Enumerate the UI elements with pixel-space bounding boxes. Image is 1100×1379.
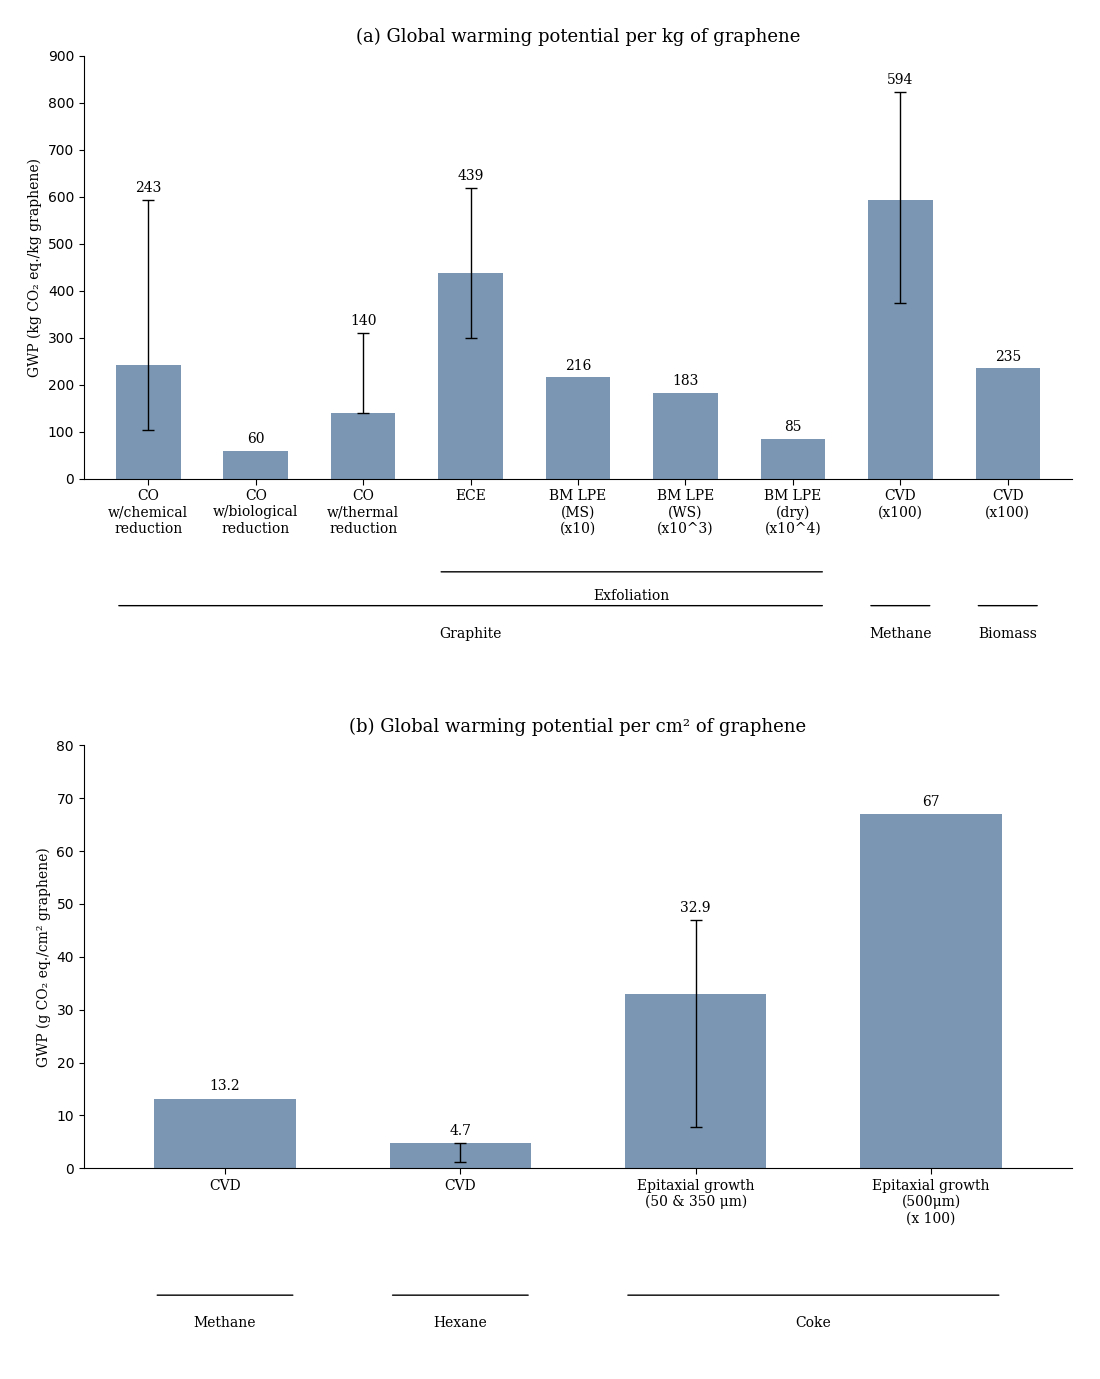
Text: 243: 243 — [135, 182, 162, 196]
Text: Methane: Methane — [194, 1317, 256, 1331]
Bar — [653, 393, 717, 479]
Bar — [860, 814, 1002, 1168]
Bar — [117, 364, 180, 479]
Y-axis label: GWP (g CO₂ eq./cm² graphene): GWP (g CO₂ eq./cm² graphene) — [36, 847, 51, 1067]
Text: Biomass: Biomass — [978, 627, 1037, 641]
Text: 235: 235 — [994, 350, 1021, 364]
Text: Hexane: Hexane — [433, 1317, 487, 1331]
Bar — [154, 1099, 296, 1168]
Bar — [868, 200, 933, 479]
Text: 67: 67 — [922, 794, 939, 809]
Title: (b) Global warming potential per cm² of graphene: (b) Global warming potential per cm² of … — [350, 717, 806, 735]
Text: 13.2: 13.2 — [210, 1080, 240, 1094]
Bar — [389, 1143, 531, 1168]
Bar — [439, 273, 503, 479]
Bar — [546, 378, 611, 479]
Text: 439: 439 — [458, 170, 484, 183]
Text: 85: 85 — [784, 421, 802, 434]
Text: Coke: Coke — [795, 1317, 832, 1331]
Text: Methane: Methane — [869, 627, 932, 641]
Bar — [331, 414, 395, 479]
Text: 216: 216 — [564, 359, 591, 372]
Text: 4.7: 4.7 — [450, 1124, 472, 1138]
Text: 60: 60 — [248, 432, 264, 445]
Text: Exfoliation: Exfoliation — [594, 589, 670, 603]
Text: 594: 594 — [887, 73, 913, 87]
Bar — [976, 368, 1040, 479]
Bar — [223, 451, 288, 479]
Text: 32.9: 32.9 — [681, 900, 711, 916]
Text: 183: 183 — [672, 374, 698, 387]
Text: 140: 140 — [350, 314, 376, 328]
Bar — [761, 439, 825, 479]
Bar — [625, 994, 767, 1168]
Y-axis label: GWP (kg CO₂ eq./kg graphene): GWP (kg CO₂ eq./kg graphene) — [28, 157, 42, 376]
Title: (a) Global warming potential per kg of graphene: (a) Global warming potential per kg of g… — [355, 28, 800, 46]
Text: Graphite: Graphite — [439, 627, 502, 641]
